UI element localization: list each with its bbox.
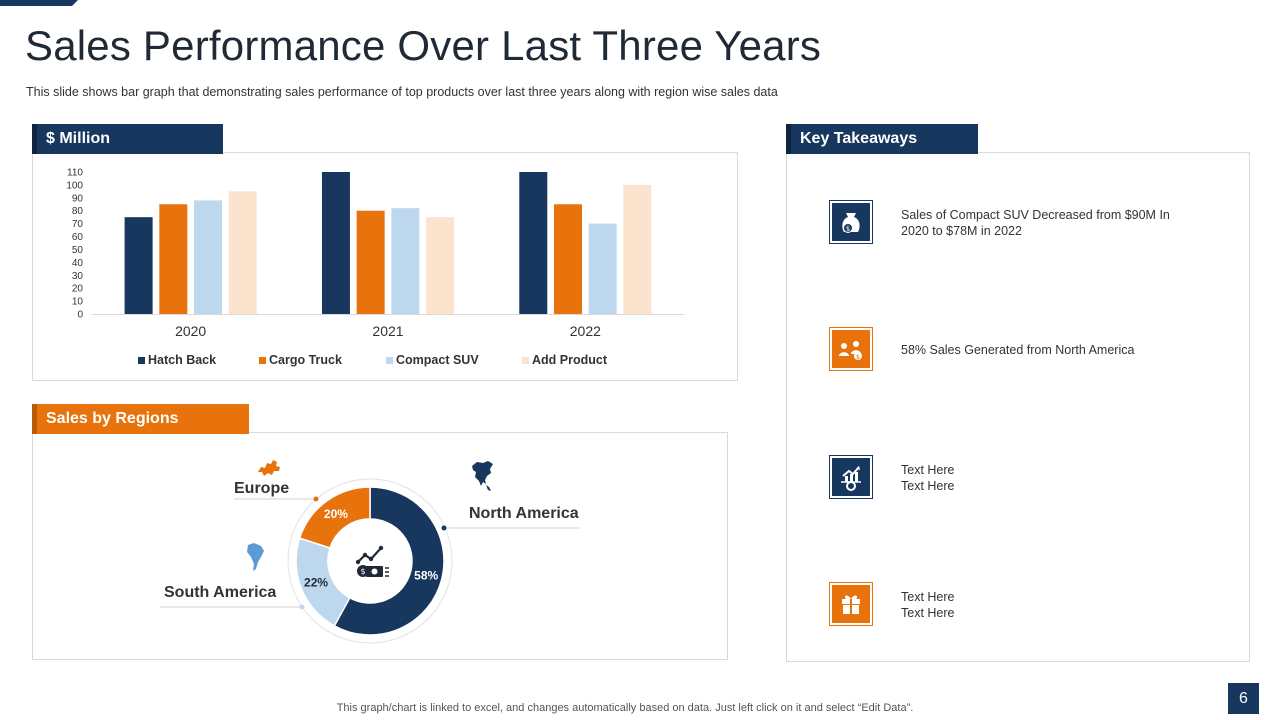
legend-label: Hatch Back [148,353,217,367]
y-tick-label: 0 [77,310,83,321]
south-america-map-icon [247,543,264,571]
legend-swatch [522,356,529,364]
y-tick-label: 40 [72,258,84,269]
north-america-map-icon [472,461,493,491]
bar-cargo-truck-2020 [159,204,188,314]
takeaway-text-2: 58% Sales Generated from North America [901,342,1201,358]
bar-add-product-2022 [623,184,652,314]
people-dollar-icon: $ [839,341,862,361]
bar-add-product-2020 [228,191,257,314]
bar-compact-suv-2020 [194,200,223,314]
y-tick-label: 100 [66,180,83,191]
legend-label: Add Product [532,353,607,367]
x-tick-label: 2020 [175,323,206,339]
donut-slice-label: 58% [414,568,438,582]
region-label-south-america: South America [164,584,277,601]
takeaway-line: Text Here [901,590,955,604]
bar-chart-label-tab: $ Million [32,124,223,154]
takeaway-icon-box-4 [829,582,873,626]
donut-outer-ring [287,478,453,644]
bar-hatch-back-2021 [321,172,350,314]
legend-item-add-product: Add Product [522,353,607,367]
legend-label: Compact SUV [396,353,479,367]
donut-slice-label: 20% [324,507,348,521]
y-tick-label: 80 [72,206,84,217]
footer-note: This graph/chart is linked to excel, and… [336,702,914,714]
takeaway-icon-box-2: $ [829,327,873,371]
bar-compact-suv-2022 [588,223,617,314]
y-tick-label: 110 [67,168,83,179]
bar-cargo-truck-2022 [553,204,582,314]
bar-hatch-back-2020 [124,217,153,314]
y-tick-label: 90 [72,193,84,204]
bar-hatch-back-2022 [519,172,548,314]
regions-label: Sales by Regions [46,410,179,427]
y-tick-label: 60 [72,232,84,243]
legend-swatch [138,356,145,364]
top-accent-bar [0,0,78,6]
takeaway-line: Text Here [901,479,955,493]
legend-item-hatch-back: Hatch Back [138,353,259,367]
takeaway-line: Text Here [901,606,955,620]
donut-chart: 58% 22% 20% [160,478,580,644]
leader-europe-dot [313,496,319,502]
takeaway-icon-box-3 [829,455,873,499]
legend-item-cargo-truck: Cargo Truck [259,353,386,367]
growth-gear-icon [841,466,861,491]
bar-add-product-2021 [426,217,455,314]
svg-text:$: $ [360,567,365,576]
legend-item-compact-suv: Compact SUV [386,353,522,367]
takeaway-text-3: Text Here Text Here [901,462,1201,494]
x-tick-label: 2021 [372,323,403,339]
takeaways-label: Key Takeaways [800,130,918,147]
leader-south-america-dot [299,604,305,610]
regions-label-tab: Sales by Regions [32,404,249,434]
legend-swatch [259,356,266,364]
region-label-north-america: North America [469,505,579,522]
x-tick-label: 2022 [570,323,601,339]
y-tick-label: 70 [72,219,84,230]
europe-map-icon [258,460,280,476]
slide-title: Sales Performance Over Last Three Years [25,22,822,69]
y-tick-label: 50 [72,245,84,256]
page-number: 6 [1228,683,1259,714]
legend-label: Cargo Truck [269,353,342,367]
takeaway-icon-box-1: $ [829,200,873,244]
legend-swatch [386,356,393,364]
takeaway-line: Sales of Compact SUV Decreased from $90M… [901,208,1170,222]
donut-slice-north-america [333,486,445,636]
takeaway-line: 2020 to $78M in 2022 [901,224,1022,238]
svg-text:$: $ [856,353,860,361]
takeaway-line: Text Here [901,463,955,477]
bar-cargo-truck-2021 [356,210,385,314]
donut-slice-label: 22% [304,575,328,589]
y-tick-label: 10 [72,297,84,308]
svg-text:$: $ [846,225,850,233]
bar-chart-legend: Hatch Back Cargo Truck Compact SUV Add P… [138,353,607,367]
gift-box-icon [842,595,860,614]
region-label-europe: Europe [234,480,290,497]
y-tick-label: 20 [72,284,84,295]
takeaway-line: 58% Sales Generated from North America [901,343,1135,357]
donut-slice-europe [298,486,371,549]
leader-north-america-dot [441,525,447,531]
takeaway-text-4: Text Here Text Here [901,589,1201,621]
bar-compact-suv-2021 [391,208,420,314]
chart-growth-money-icon: $ [355,545,389,577]
y-tick-label: 30 [72,271,84,282]
bar-chart-label: $ Million [46,130,110,147]
takeaway-text-1: Sales of Compact SUV Decreased from $90M… [901,207,1201,239]
money-bag-icon: $ [842,213,860,233]
takeaways-label-tab: Key Takeaways [786,124,978,154]
slide-subtitle: This slide shows bar graph that demonstr… [26,85,778,99]
